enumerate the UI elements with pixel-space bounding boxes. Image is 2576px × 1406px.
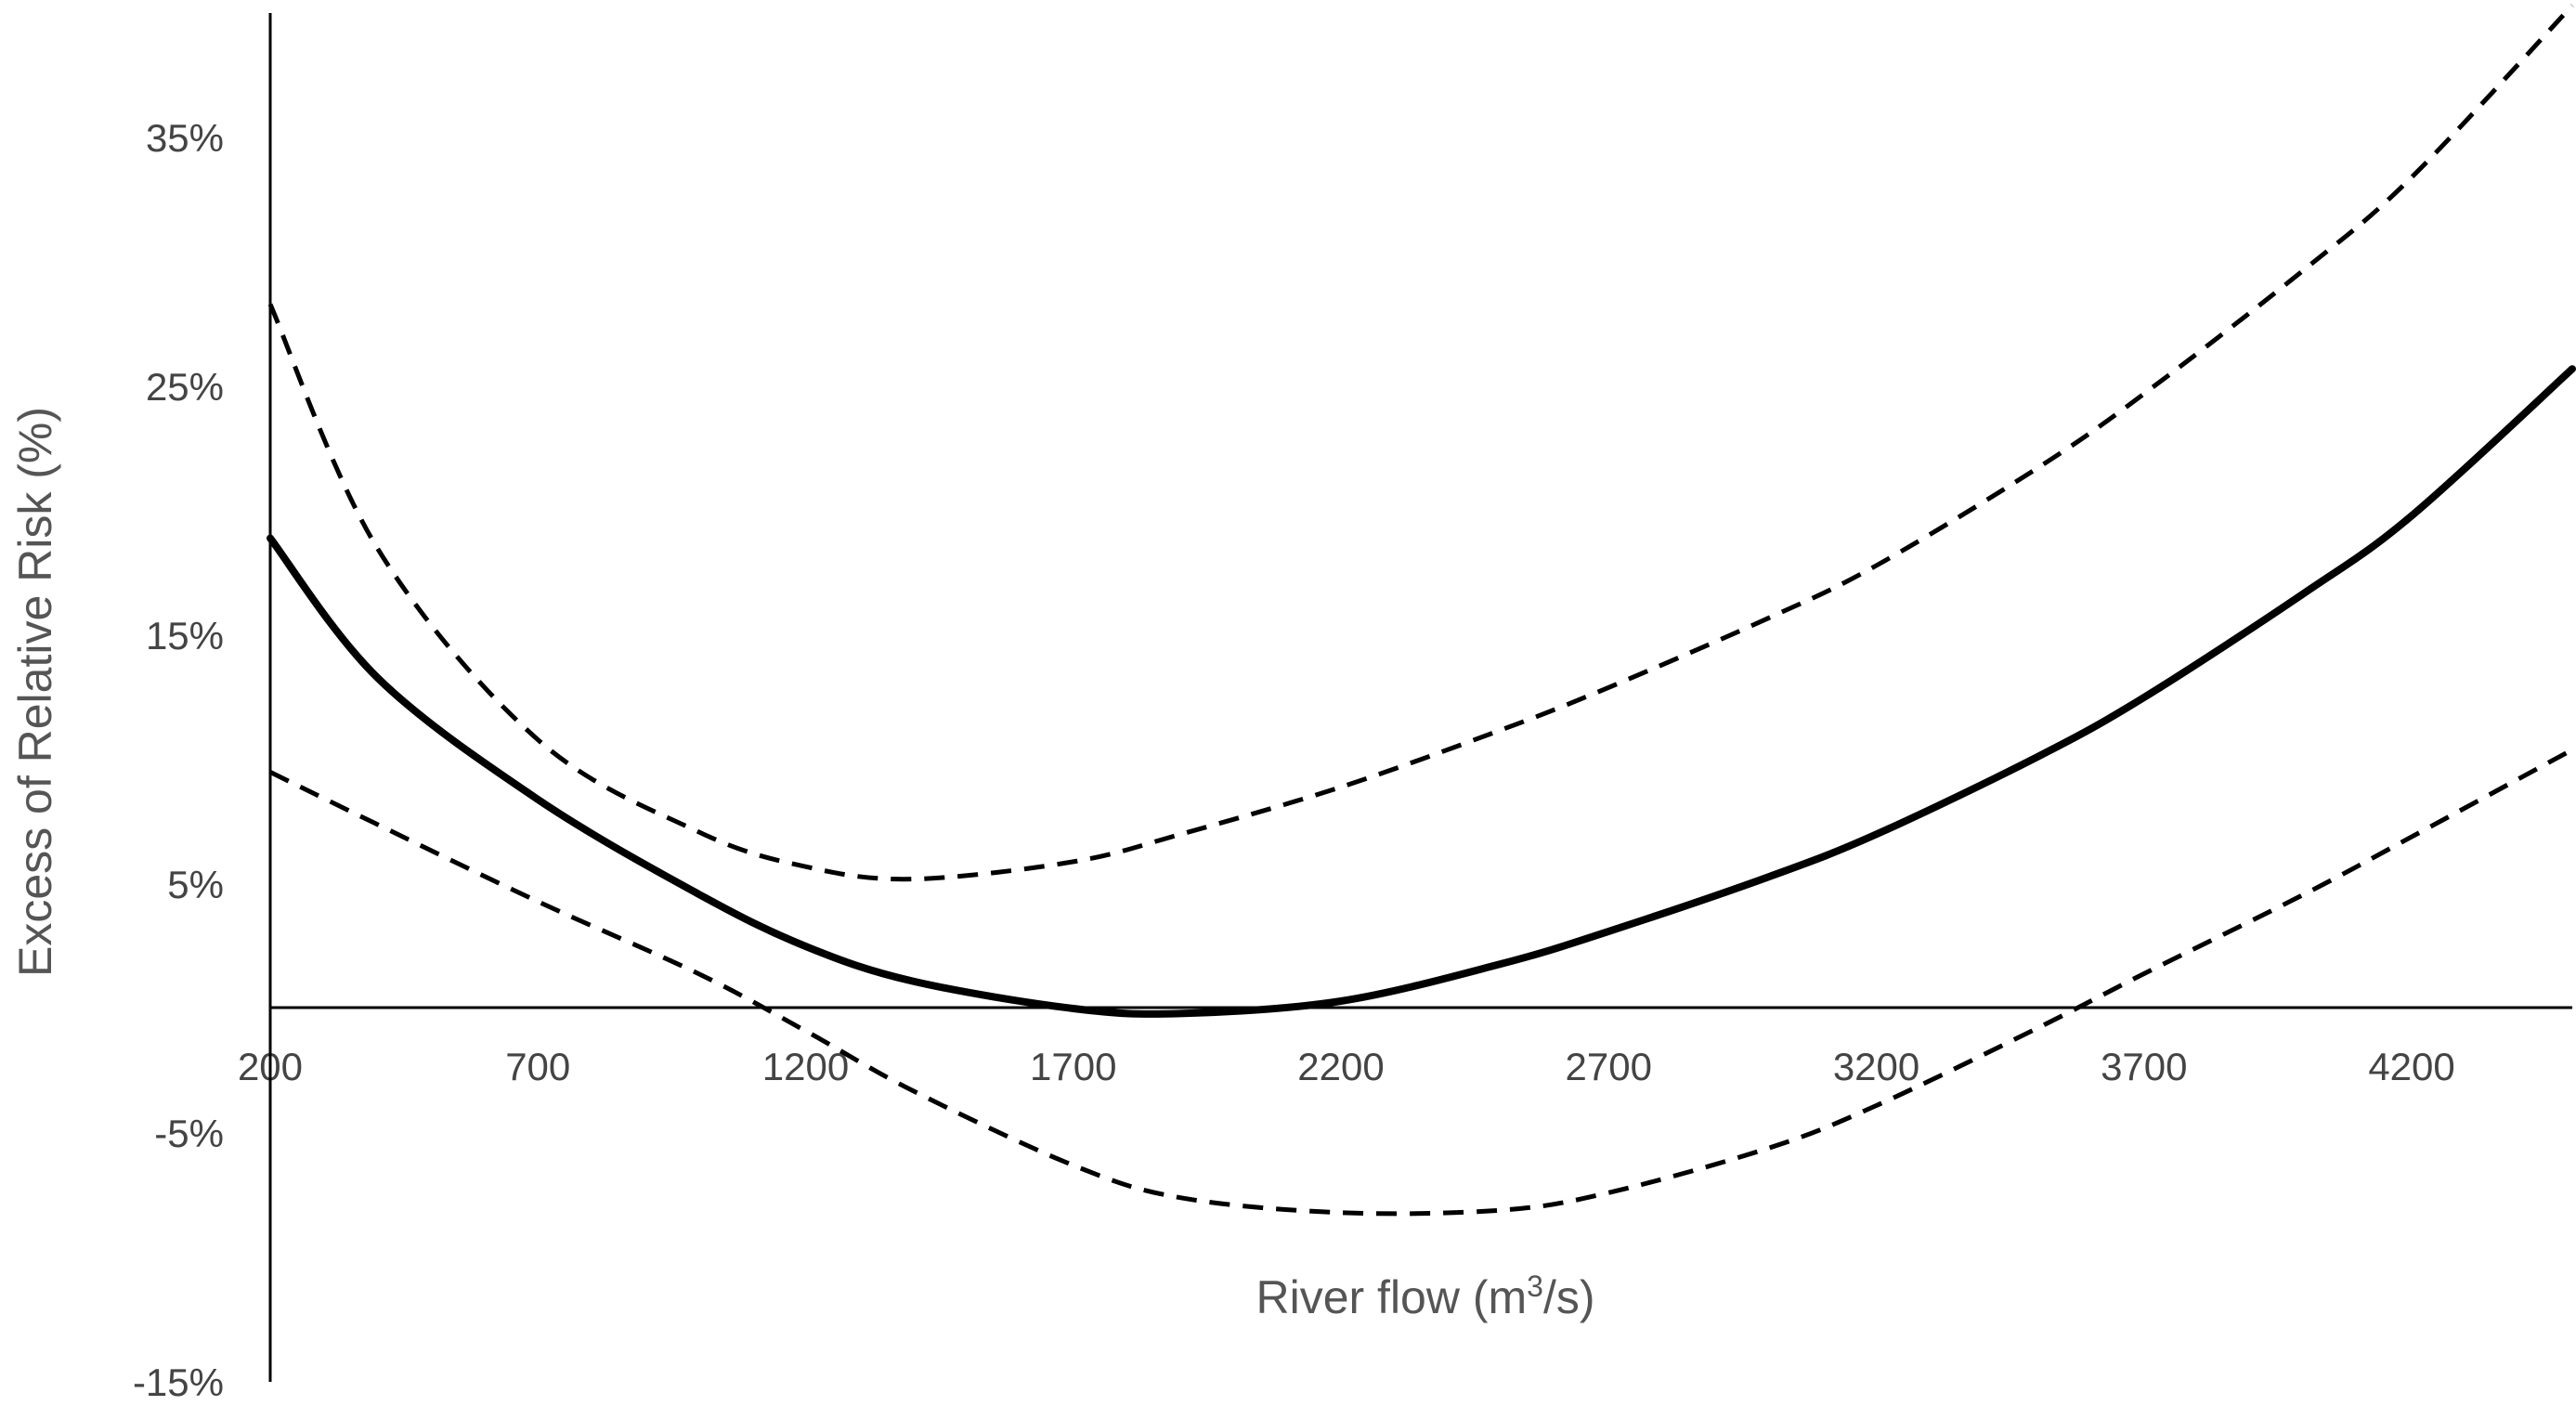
y-tick-label: 25% [146, 365, 224, 409]
x-tick-label: 700 [505, 1045, 570, 1088]
y-tick-label: 15% [146, 614, 224, 657]
y-axis-title: Excess of Relative Risk (%) [9, 407, 61, 977]
estimate-line [267, 365, 2576, 1018]
y-tick-label: -15% [133, 1360, 224, 1404]
x-axis-title: River flow (m3/s) [1255, 1269, 1594, 1323]
y-tick-label: 5% [167, 863, 224, 906]
x-tick-label: 3700 [2101, 1045, 2187, 1088]
x-tick-label: 1200 [762, 1045, 849, 1088]
x-axis-ticks: 200 700 1200 1700 2200 2700 3200 3700 4200 [238, 1045, 2455, 1088]
series-layer [267, 4, 2576, 1217]
lower-ci-line [268, 748, 2574, 1217]
y-tick-label: 35% [146, 116, 224, 160]
x-tick-label: 4200 [2368, 1045, 2454, 1088]
x-tick-label: 2200 [1297, 1045, 1384, 1088]
y-axis-ticks: 35% 25% 15% 5% -5% -15% [133, 116, 224, 1404]
x-tick-label: 3200 [1833, 1045, 1919, 1088]
upper-ci-line [267, 4, 2574, 882]
y-tick-label: -5% [154, 1112, 224, 1155]
x-tick-label: 2700 [1566, 1045, 1652, 1088]
x-tick-label: 1700 [1030, 1045, 1116, 1088]
